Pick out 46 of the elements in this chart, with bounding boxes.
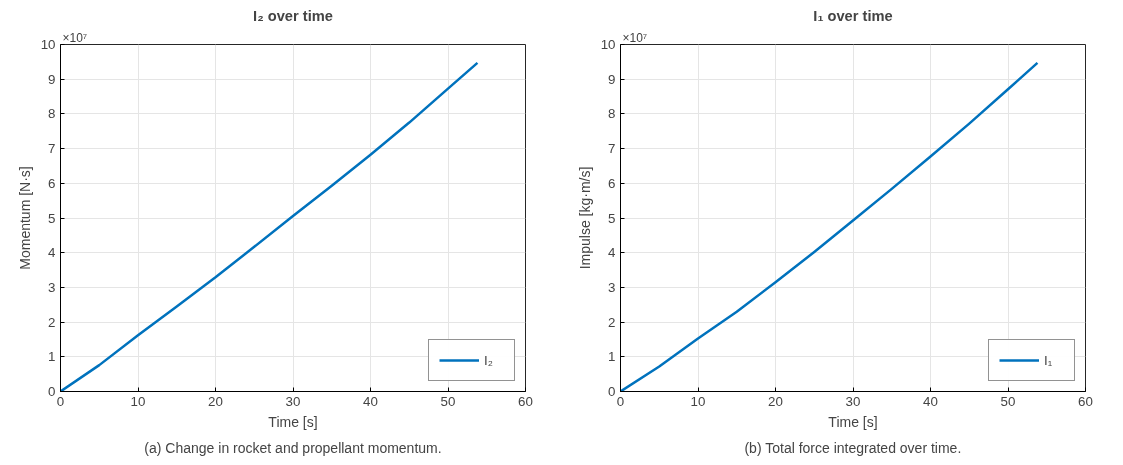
- y-tick-label: 4: [608, 245, 617, 261]
- y-tick-label: 8: [48, 106, 56, 122]
- text: (a) Change in rocket and propellant momentum.: [144, 439, 442, 456]
- text: (b) Total force integrated over time.: [744, 439, 962, 456]
- x-axis-title: Time [s]: [268, 413, 318, 430]
- x-tick-label: 40: [363, 393, 378, 409]
- line-series: [620, 61, 1039, 392]
- y-tick-label: 2: [48, 314, 56, 330]
- x-tick-label: 30: [845, 393, 861, 409]
- y-tick-label: 9: [48, 71, 56, 87]
- y-tick-label: 10: [600, 37, 616, 52]
- y-tick-label: 10: [40, 37, 56, 52]
- chart-title: I₂ over time: [253, 7, 333, 24]
- y-tick-label: 1: [48, 349, 56, 365]
- legend-label: I₁: [1044, 352, 1054, 368]
- x-tick-label: 40: [923, 393, 938, 409]
- y-tick-label: 5: [608, 210, 616, 226]
- x-tick-label: 10: [130, 393, 146, 409]
- x-axis-title: Time [s]: [828, 413, 878, 430]
- text: ×10⁷: [62, 30, 88, 45]
- x-tick-label: 50: [440, 393, 456, 409]
- y-tick-label: 4: [48, 245, 57, 261]
- line-series: [60, 61, 479, 392]
- x-tick-label: 30: [285, 393, 301, 409]
- y-tick-label: 7: [608, 141, 616, 157]
- y-tick-label: 7: [48, 141, 56, 157]
- y-axis-title: Impulse [kg·m/s]: [576, 166, 593, 270]
- y-tick-label: 3: [608, 279, 616, 295]
- legend-label: I₂: [484, 352, 494, 368]
- y-tick-label: 2: [608, 314, 616, 330]
- y-tick-label: 6: [608, 175, 616, 191]
- y-tick-label: 6: [48, 175, 56, 191]
- x-tick-label: 50: [1000, 393, 1016, 409]
- chart-title: I₁ over time: [813, 7, 893, 24]
- y-tick-label: 5: [48, 210, 56, 226]
- x-tick-label: 10: [690, 393, 706, 409]
- x-tick-label: 60: [1078, 393, 1093, 409]
- y-tick-label: 3: [48, 279, 56, 295]
- x-tick-label: 60: [518, 393, 533, 409]
- text: ×10⁷: [622, 30, 648, 45]
- y-axis-title: Momentum [N·s]: [16, 166, 33, 270]
- x-tick-label: 20: [768, 393, 783, 409]
- x-tick-label: 20: [208, 393, 223, 409]
- y-tick-label: 1: [608, 349, 616, 365]
- y-tick-label: 9: [608, 71, 616, 87]
- y-tick-label: 8: [608, 106, 616, 122]
